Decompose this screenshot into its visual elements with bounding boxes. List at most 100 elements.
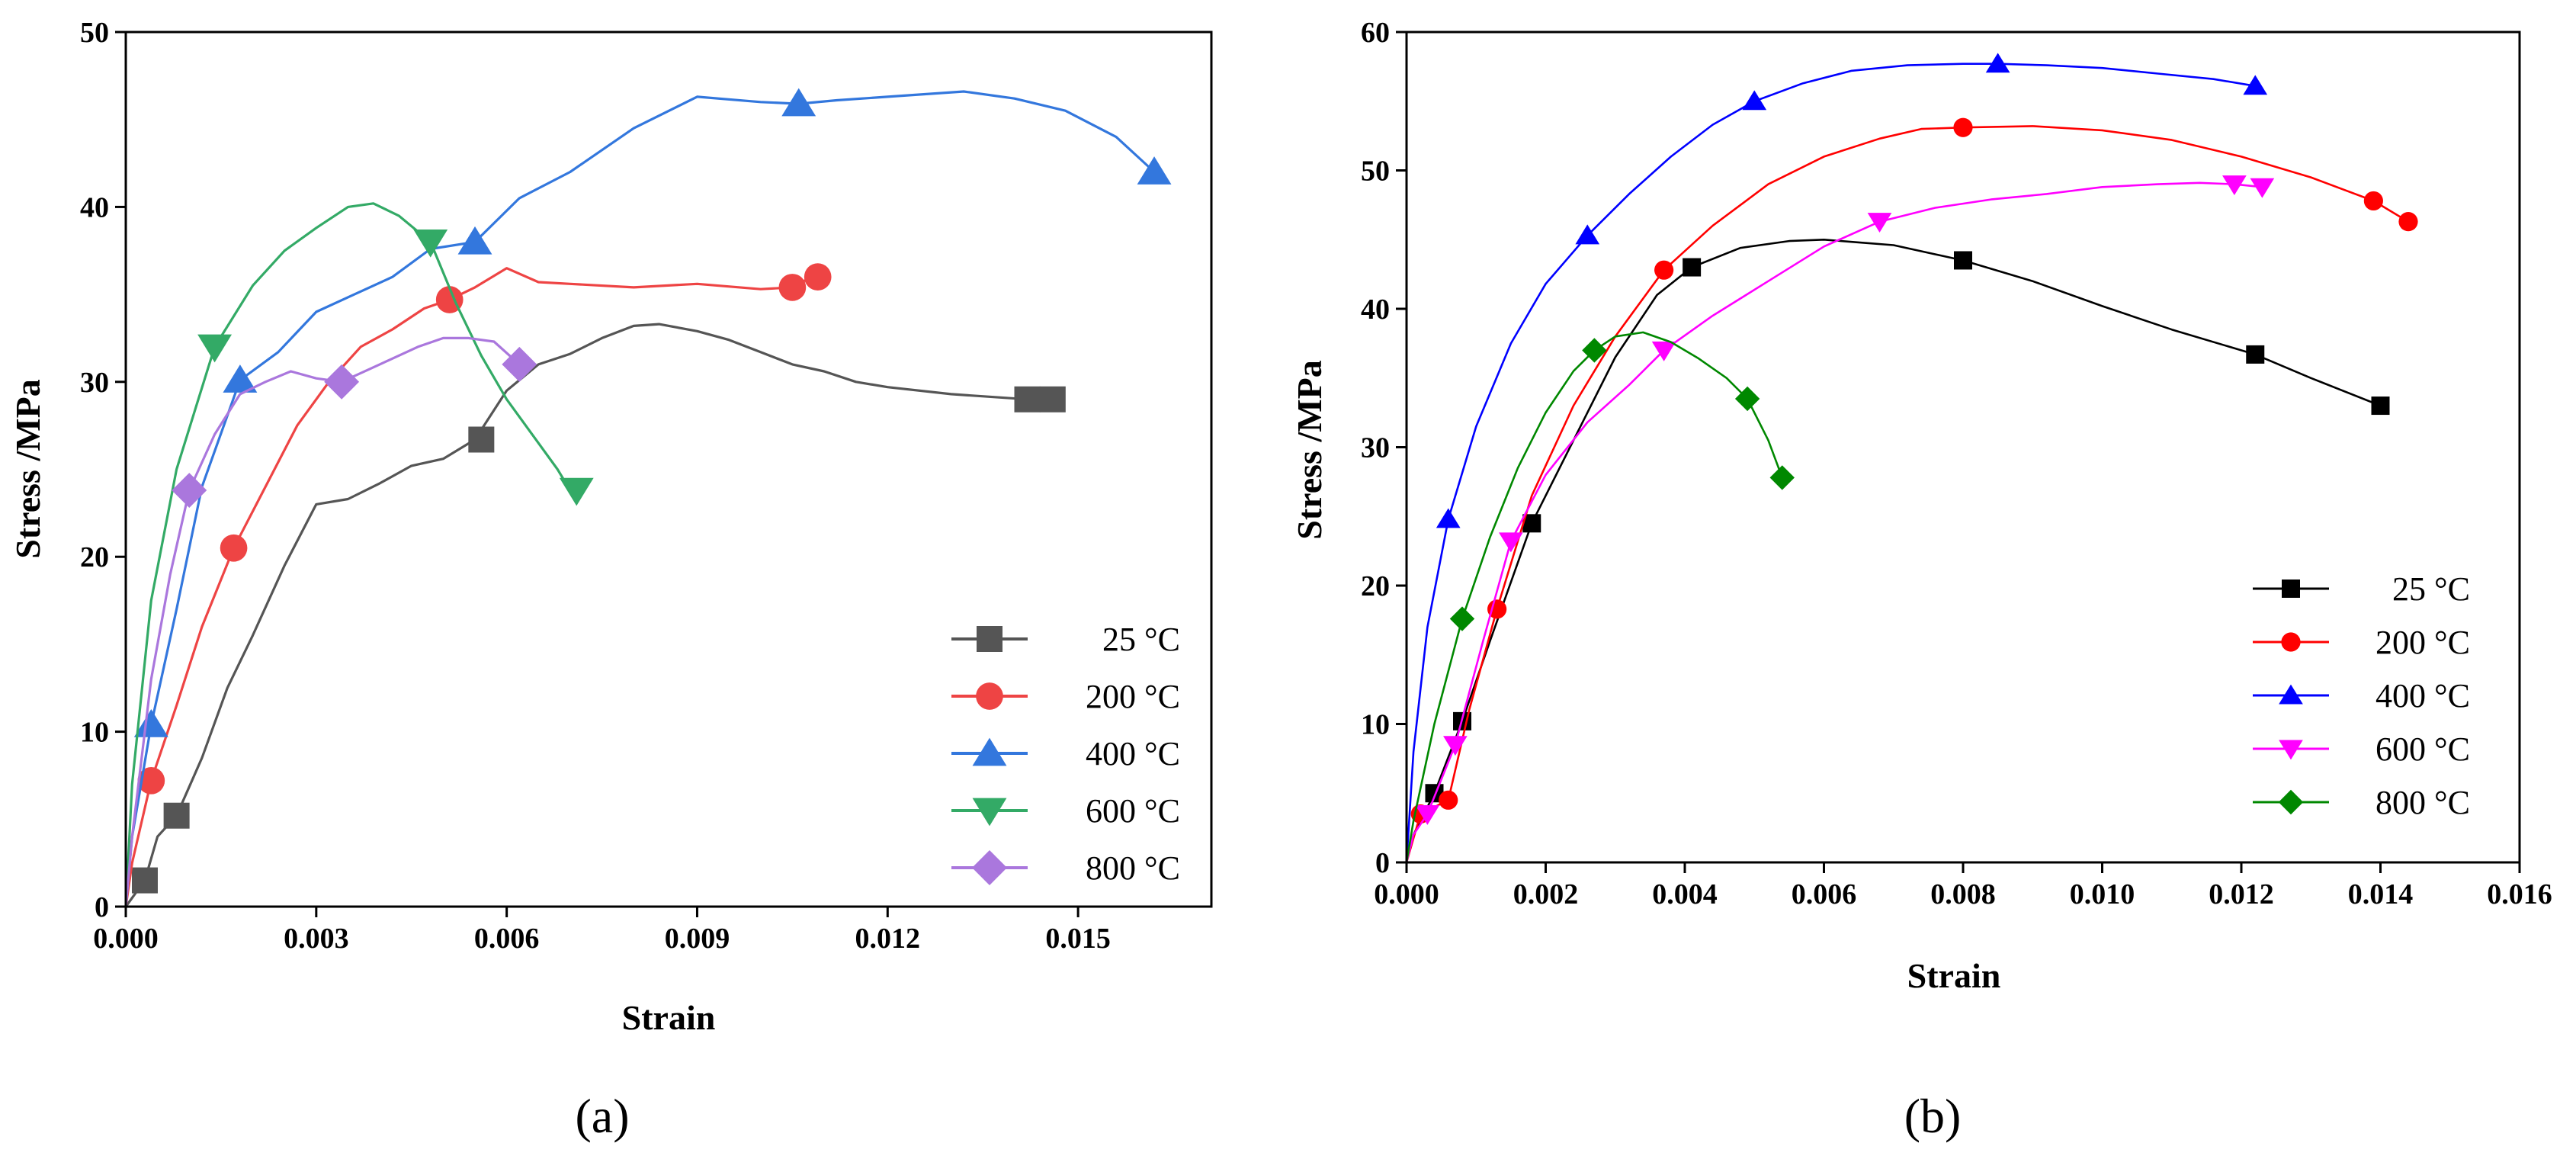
panel-b-series-3-marker [1651,341,1676,361]
panel-a-y-ticks: 0 10 20 30 40 50 [80,17,126,923]
panel-b-y-tick-label: 20 [1361,570,1390,602]
panel-a-y-tick-label: 40 [80,191,109,223]
panel-a-x-tick-label: 0.015 [1045,923,1111,955]
panel-a-series-line-1 [124,267,813,907]
panel-b-series-2-marker [1985,53,2010,73]
panel-a-y-tick-label: 30 [80,367,109,399]
panel-b-y-tick-label: 0 [1375,847,1390,879]
panel-a-x-tick-label: 0.000 [93,923,159,955]
panel-a-legend-marker-0 [977,626,1002,652]
panel-a-legend-label-3: 600 °C [1086,792,1180,830]
panel-a-y-tick-label: 50 [80,17,109,49]
panel-a-x-tick-label: 0.009 [665,923,730,955]
panel-b-series-1-marker [1953,117,1973,137]
panel-a-x-ticks: 0.000 0.003 0.006 0.009 0.012 0.015 [93,907,1111,955]
panel-b-series-1-marker [1439,790,1458,810]
panel-a-x-tick-label: 0.003 [284,923,349,955]
panel-a-legend-label-1: 200 °C [1086,678,1180,715]
panel-b-legend-marker-0 [2282,580,2300,598]
panel-b-legend-label-1: 200 °C [2376,624,2470,661]
panel-b-series-4-marker [1769,465,1795,490]
panel-a-series-3-marker [197,334,233,363]
panel-b-legend: 25 °C 200 °C 400 °C 600 °C 800 °C [2253,570,2470,821]
panel-a-y-tick-label: 0 [95,891,109,923]
panel-a-series-1-marker [778,274,807,301]
panel-a-series-4-marker [172,473,207,508]
panel-a-series-1-marker [137,766,165,795]
panel-a-legend: 25 °C 200 °C 400 °C 600 °C 800 °C [951,621,1180,887]
panel-a-series-line-4 [124,336,521,907]
panel-b-series-0-marker [2246,345,2265,364]
panel-b-series-2-marker [1742,90,1767,111]
panel-a-legend-label-4: 800 °C [1086,849,1180,887]
panel-a-legend-marker-4 [972,850,1007,885]
panel-b-series-3-marker [2222,175,2247,196]
panel-b-x-tick-label: 0.010 [2070,878,2135,910]
panel-a-legend-marker-3 [972,798,1007,827]
panel-b-legend-marker-1 [2281,632,2301,652]
panel-a-series-2-marker [133,709,168,737]
panel-a-frame [124,30,1213,908]
panel-b-x-tick-label: 0.006 [1792,878,1857,910]
panel-b-y-axis-title: Stress /MPa [1290,360,1329,540]
panel-b-legend-label-3: 600 °C [2376,730,2470,768]
panel-b-series-4-marker [1449,606,1475,631]
panel-a-series-2-marker [1137,156,1172,185]
panel-b-label: (b) [1904,1089,1962,1143]
panel-b-legend-marker-3 [2279,740,2303,760]
panel-b-legend-label-2: 400 °C [2376,677,2470,714]
panel-a-series-line-0 [124,323,1047,907]
panel-b-series-3-marker [1499,532,1523,553]
panel-a-plot-area [124,88,1172,907]
panel-b-series-line-3 [1405,181,2263,863]
panel-b-plot-area [1405,53,2418,863]
panel-b-series-1-marker [2363,191,2383,211]
panel-b-series-0-marker [2371,396,2390,416]
panel-b-series-line-1 [1405,125,2409,863]
panel-b-y-tick-label: 10 [1361,709,1390,741]
panel-a-series-3-marker [559,477,594,506]
panel-a-series-4-marker [324,364,360,400]
panel-b-series-1-marker [1487,599,1507,619]
panel-b-y-ticks: 0 10 20 30 40 50 60 [1361,17,1407,879]
panel-a-legend-label-0: 25 °C [1102,621,1180,658]
panel-a-series-0-marker [468,426,495,453]
panel-a-series-1-marker [804,263,832,291]
panel-b-series-4-marker [1582,338,1607,363]
panel-a-y-tick-label: 20 [80,541,109,573]
panel-b-y-tick-label: 40 [1361,294,1390,326]
panel-b-y-tick-label: 60 [1361,17,1390,49]
panel-b-series-1-marker [2398,212,2418,232]
panel-b-series-3-marker [1443,736,1468,756]
panel-a-series-4-marker [502,346,537,382]
panel-a-label: (a) [575,1089,629,1143]
panel-b-series-3-marker [1415,804,1440,825]
panel-b-series-3-marker [1867,213,1892,233]
panel-a-y-tick-label: 10 [80,717,109,749]
panel-b-chart: 0.000 0.002 0.004 0.006 0.008 0.010 0.012 0.014… [1290,17,2552,1143]
panel-b-series-2-marker [1436,508,1461,528]
panel-a-chart: 0.000 0.003 0.006 0.009 0.012 0.015 0 10 20 30 40… [8,17,1213,1143]
panel-b-x-ticks: 0.000 0.002 0.004 0.006 0.008 0.010 0.012 0.014… [1374,862,2552,910]
panel-b-x-tick-label: 0.012 [2209,878,2274,910]
panel-b-x-axis-title: Strain [1907,956,2001,995]
panel-a-series-0-marker [1014,386,1041,413]
panel-a-y-axis-title: Stress /MPa [8,379,47,559]
panel-a-x-tick-label: 0.012 [855,923,921,955]
panel-b-x-tick-label: 0.016 [2487,878,2552,910]
panel-a-legend-marker-1 [976,682,1003,710]
panel-a-series-line-3 [124,202,572,907]
panel-a-series-0-marker [131,867,158,894]
panel-b-legend-label-4: 800 °C [2376,784,2470,821]
panel-b-x-tick-label: 0.004 [1652,878,1718,910]
panel-b-series-3-marker [2250,178,2275,198]
panel-b-x-tick-label: 0.008 [1930,878,1996,910]
panel-a-legend-label-2: 400 °C [1086,735,1180,772]
panel-b-series-2-marker [2243,75,2268,95]
panel-a-series-2-marker [457,226,492,255]
panel-a-x-tick-label: 0.006 [474,923,540,955]
panel-b-series-line-4 [1405,331,1784,863]
panel-b-series-line-0 [1405,238,2381,863]
panel-b-x-tick-label: 0.000 [1374,878,1439,910]
